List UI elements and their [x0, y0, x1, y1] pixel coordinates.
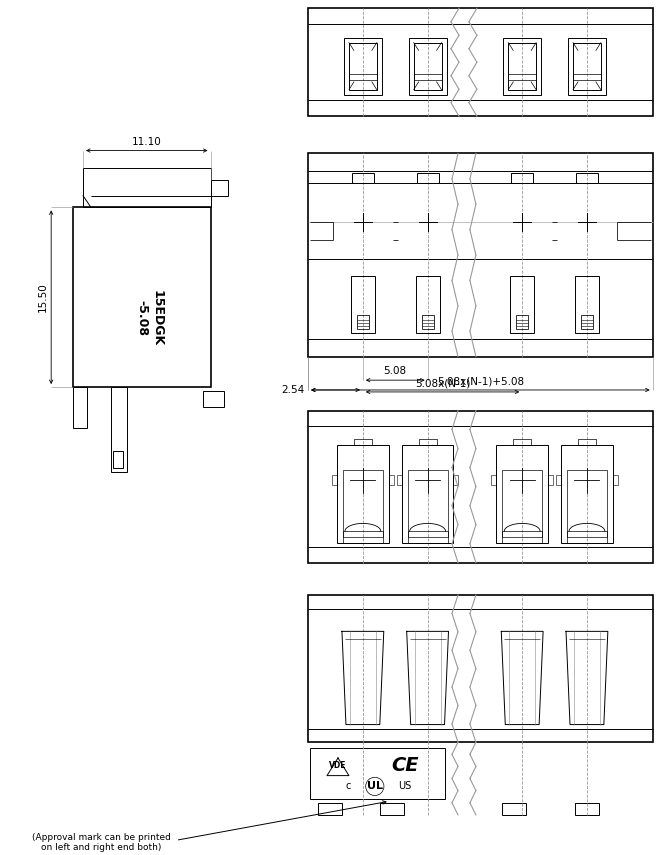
Bar — [568, 38, 606, 95]
Bar — [114, 451, 124, 469]
Bar — [308, 9, 653, 116]
Bar — [203, 391, 224, 407]
Bar — [380, 803, 404, 815]
Bar — [83, 168, 210, 208]
Bar — [508, 43, 536, 90]
Bar — [416, 276, 440, 333]
Bar — [502, 470, 542, 537]
Bar — [343, 531, 382, 543]
Text: 2.54: 2.54 — [281, 385, 304, 395]
Bar — [112, 387, 127, 473]
Text: 15.50: 15.50 — [39, 282, 48, 312]
Bar — [581, 315, 593, 329]
Bar — [416, 173, 438, 183]
Bar — [516, 315, 528, 329]
Bar — [344, 38, 382, 95]
Text: UL: UL — [367, 781, 383, 792]
Bar — [491, 475, 496, 485]
Bar — [513, 439, 531, 445]
Bar — [402, 445, 454, 543]
Bar — [502, 531, 542, 543]
Bar — [308, 154, 653, 357]
Bar — [573, 43, 601, 90]
Bar — [414, 43, 442, 90]
Bar — [408, 38, 446, 95]
Text: US: US — [398, 781, 411, 792]
Bar — [422, 315, 434, 329]
Bar — [418, 439, 436, 445]
Bar — [210, 180, 228, 196]
Bar — [352, 173, 374, 183]
Bar — [613, 475, 618, 485]
Bar — [556, 475, 561, 485]
Bar — [73, 387, 87, 428]
Bar — [332, 475, 337, 485]
Bar — [575, 803, 599, 815]
Bar — [357, 315, 369, 329]
Text: 5.08x(N-1): 5.08x(N-1) — [415, 378, 470, 388]
Bar — [548, 475, 553, 485]
Bar — [388, 475, 394, 485]
Bar — [351, 276, 374, 333]
Bar — [318, 803, 342, 815]
Bar — [354, 439, 372, 445]
Text: CE: CE — [391, 757, 418, 775]
Bar — [575, 276, 599, 333]
Text: (Approval mark can be printed
on left and right end both): (Approval mark can be printed on left an… — [31, 833, 171, 852]
Bar — [308, 595, 653, 742]
Bar — [576, 173, 598, 183]
Bar — [561, 445, 613, 543]
Text: 5.08: 5.08 — [384, 366, 407, 376]
Bar — [337, 445, 388, 543]
Bar — [454, 475, 458, 485]
Text: 11.10: 11.10 — [132, 137, 161, 146]
Bar — [343, 470, 382, 537]
Bar — [503, 38, 541, 95]
Bar — [308, 410, 653, 563]
Bar — [502, 803, 526, 815]
Text: c: c — [345, 781, 351, 792]
Bar — [496, 445, 548, 543]
Bar — [349, 43, 376, 90]
Bar — [408, 531, 448, 543]
Bar — [578, 439, 596, 445]
Bar — [408, 470, 448, 537]
Text: 5.08x(N-1)+5.08: 5.08x(N-1)+5.08 — [437, 376, 524, 386]
Bar — [396, 475, 402, 485]
Text: VDE: VDE — [329, 761, 347, 770]
Bar — [310, 748, 444, 799]
Bar — [73, 208, 210, 387]
Bar — [511, 173, 533, 183]
Bar — [567, 470, 607, 537]
Text: 15EDGK
-5.08: 15EDGK -5.08 — [135, 290, 164, 346]
Bar — [510, 276, 534, 333]
Bar — [567, 531, 607, 543]
